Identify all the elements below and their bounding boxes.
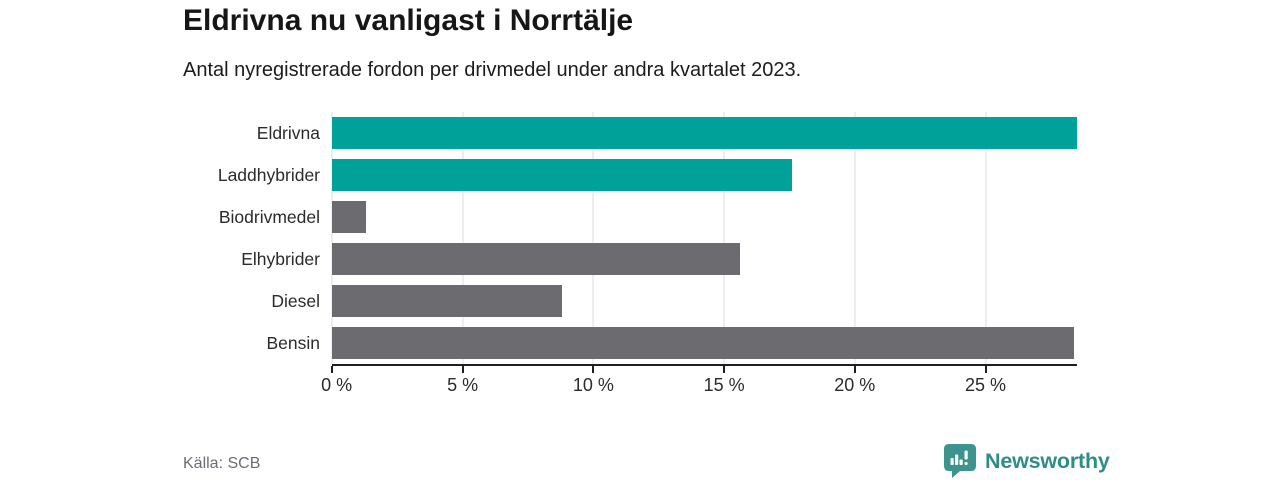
x-tick-label-0: 0 % [321, 375, 353, 395]
x-tick-label-5: 5 % [447, 375, 479, 395]
bar-laddhybrider [332, 159, 793, 191]
chart-title: Eldrivna nu vanligast i Norrtälje [183, 4, 634, 37]
plot-area [331, 112, 1077, 366]
newsworthy-logo-icon [944, 444, 976, 478]
bar-diesel [332, 285, 563, 317]
chart-subtitle: Antal nyregistrerade fordon per drivmede… [183, 59, 802, 81]
y-label-bensin: Bensin [266, 333, 320, 353]
x-tick-5 [461, 366, 464, 373]
x-tick-label-20: 20 % [834, 375, 876, 395]
x-tick-25 [984, 366, 987, 373]
bar-biodrivmedel [332, 201, 366, 233]
y-label-elhybrider: Elhybrider [241, 249, 320, 269]
x-tick-label-25: 25 % [964, 375, 1007, 395]
gridline-20 [854, 112, 856, 364]
y-label-laddhybrider: Laddhybrider [217, 165, 320, 185]
x-tick-20 [853, 366, 856, 373]
newsworthy-logo-text: Newsworthy [985, 448, 1110, 473]
x-tick-0 [331, 366, 333, 373]
gridline-15 [723, 112, 725, 364]
y-label-eldrivna: Eldrivna [256, 123, 320, 143]
x-tick-15 [723, 366, 726, 373]
x-axis: 0 % 5 % 10 % 15 % 20 % 25 % [321, 366, 1077, 402]
y-label-biodrivmedel: Biodrivmedel [218, 207, 320, 227]
x-tick-label-10: 10 % [572, 375, 614, 395]
y-axis-labels: Eldrivna Laddhybrider Biodrivmedel Elhybrid… [0, 112, 320, 364]
x-tick-label-15: 15 % [703, 375, 745, 395]
bar-elhybrider [332, 243, 740, 275]
gridline-25 [985, 112, 986, 364]
source-note: Källa: SCB [183, 455, 261, 472]
gridline-10 [592, 112, 594, 364]
x-tick-10 [592, 366, 595, 373]
y-label-diesel: Diesel [271, 291, 320, 311]
newsworthy-logo[interactable]: Newsworthy [944, 444, 1110, 478]
bar-bensin [332, 327, 1075, 359]
gridline-0 [331, 112, 333, 364]
gridline-5 [462, 112, 464, 364]
bar-eldrivna [332, 117, 1077, 149]
